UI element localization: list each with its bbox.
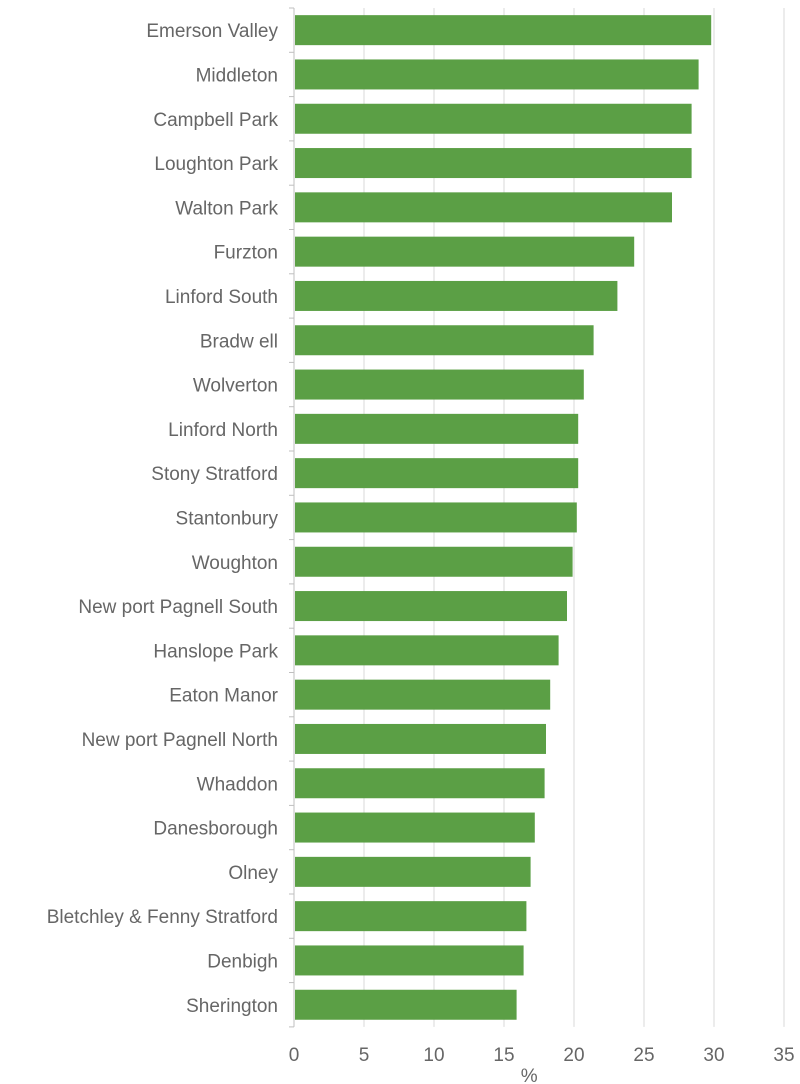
x-axis-title: % xyxy=(521,1066,538,1084)
category-label: Linford South xyxy=(165,287,278,308)
bar xyxy=(295,768,545,799)
category-label: Hanslope Park xyxy=(153,641,278,662)
x-tick-labels: 0 5 10 15 20 25 30 35 xyxy=(289,1045,795,1066)
bar xyxy=(295,546,573,577)
category-label: Whaddon xyxy=(197,774,278,795)
category-label: Olney xyxy=(228,863,278,884)
x-tick-label: 30 xyxy=(703,1045,724,1066)
category-label: Bradw ell xyxy=(200,331,278,352)
bar xyxy=(295,325,594,356)
x-tick-label: 20 xyxy=(563,1045,584,1066)
category-label: New port Pagnell North xyxy=(82,730,278,751)
category-label: Linford North xyxy=(168,420,278,441)
bar xyxy=(295,280,618,311)
x-tick-label: 5 xyxy=(359,1045,370,1066)
bar xyxy=(295,103,692,134)
category-label: Sherington xyxy=(186,996,278,1017)
category-label: Eaton Manor xyxy=(169,686,278,707)
bar xyxy=(295,192,672,223)
x-tick-label: 15 xyxy=(493,1045,514,1066)
category-label: New port Pagnell South xyxy=(78,597,278,618)
bar xyxy=(295,635,559,666)
category-label: Bletchley & Fenny Stratford xyxy=(47,907,278,928)
bar xyxy=(295,369,584,400)
bar xyxy=(295,458,579,489)
bar xyxy=(295,59,699,90)
bar xyxy=(295,591,567,622)
bar xyxy=(295,723,546,754)
category-label: Loughton Park xyxy=(154,154,278,175)
bar xyxy=(295,236,635,267)
bar-layer xyxy=(295,15,712,1020)
x-tick-label: 10 xyxy=(423,1045,444,1066)
category-labels: Emerson Valley Middleton Campbell Park Loug… xyxy=(47,21,279,1017)
category-label: Walton Park xyxy=(175,198,278,219)
category-label: Middleton xyxy=(196,65,278,86)
bar xyxy=(295,812,535,843)
x-tick-label: 0 xyxy=(289,1045,300,1066)
x-tick-label: 35 xyxy=(773,1045,794,1066)
bar xyxy=(295,856,531,887)
bar xyxy=(295,148,692,179)
bar xyxy=(295,413,579,444)
category-label: Stantonbury xyxy=(176,508,279,529)
x-tick-label: 25 xyxy=(633,1045,654,1066)
bar xyxy=(295,679,551,710)
category-label: Denbigh xyxy=(207,951,278,972)
bar xyxy=(295,901,527,932)
bar xyxy=(295,989,517,1020)
category-label: Furzton xyxy=(214,243,278,264)
category-label: Woughton xyxy=(192,553,278,574)
category-label: Stony Stratford xyxy=(151,464,278,485)
bar xyxy=(295,502,577,533)
bar xyxy=(295,945,524,976)
category-label: Wolverton xyxy=(193,376,278,397)
category-label: Campbell Park xyxy=(153,110,278,131)
category-label: Emerson Valley xyxy=(146,21,278,42)
bar xyxy=(295,15,712,46)
category-label: Danesborough xyxy=(153,819,278,840)
